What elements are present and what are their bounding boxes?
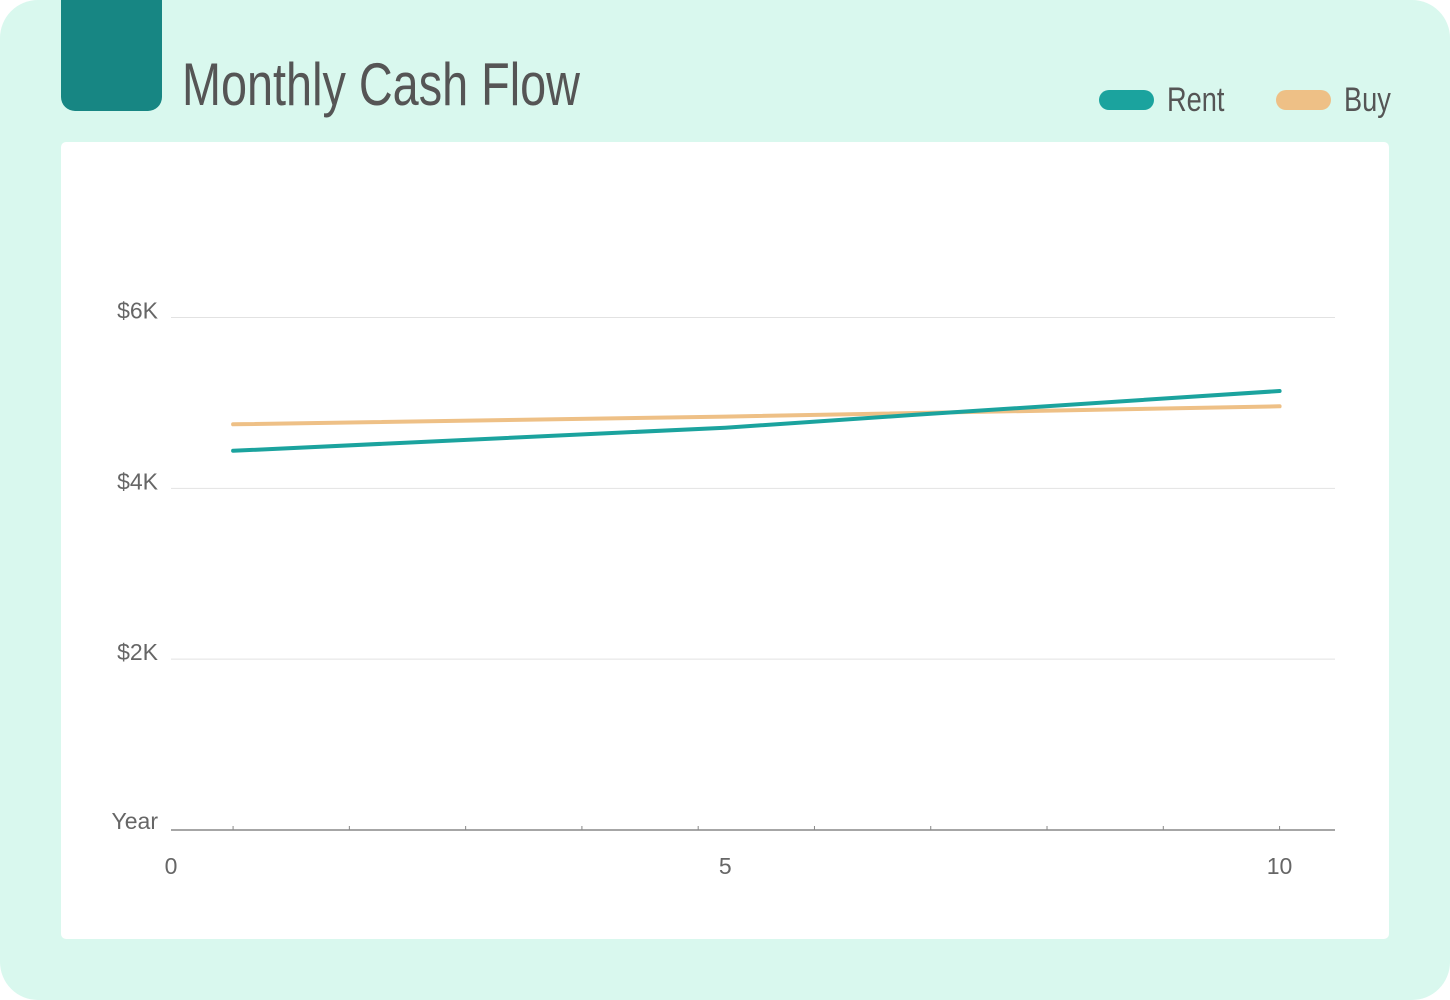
accent-tab bbox=[61, 0, 162, 111]
x-tick-label: 5 bbox=[719, 853, 732, 879]
plot-panel bbox=[61, 142, 1389, 939]
y-tick-label: $2K bbox=[117, 639, 159, 665]
y-tick-label: $6K bbox=[117, 298, 159, 324]
x-tick-label: 10 bbox=[1267, 853, 1293, 879]
legend-label-buy: Buy bbox=[1344, 80, 1391, 119]
legend-item-rent: Rent bbox=[1099, 80, 1239, 120]
legend-item-buy: Buy bbox=[1276, 80, 1403, 120]
chart-title: Monthly Cash Flow bbox=[182, 51, 580, 118]
legend-swatch-buy bbox=[1276, 90, 1331, 110]
legend-label-rent: Rent bbox=[1167, 80, 1225, 119]
legend-swatch-rent bbox=[1099, 90, 1154, 110]
series-line-buy bbox=[231, 404, 1282, 427]
x-axis-title: Year bbox=[112, 808, 159, 834]
series-line-rent bbox=[231, 389, 1282, 453]
x-tick-label: 0 bbox=[165, 853, 178, 879]
y-tick-label: $4K bbox=[117, 468, 159, 494]
